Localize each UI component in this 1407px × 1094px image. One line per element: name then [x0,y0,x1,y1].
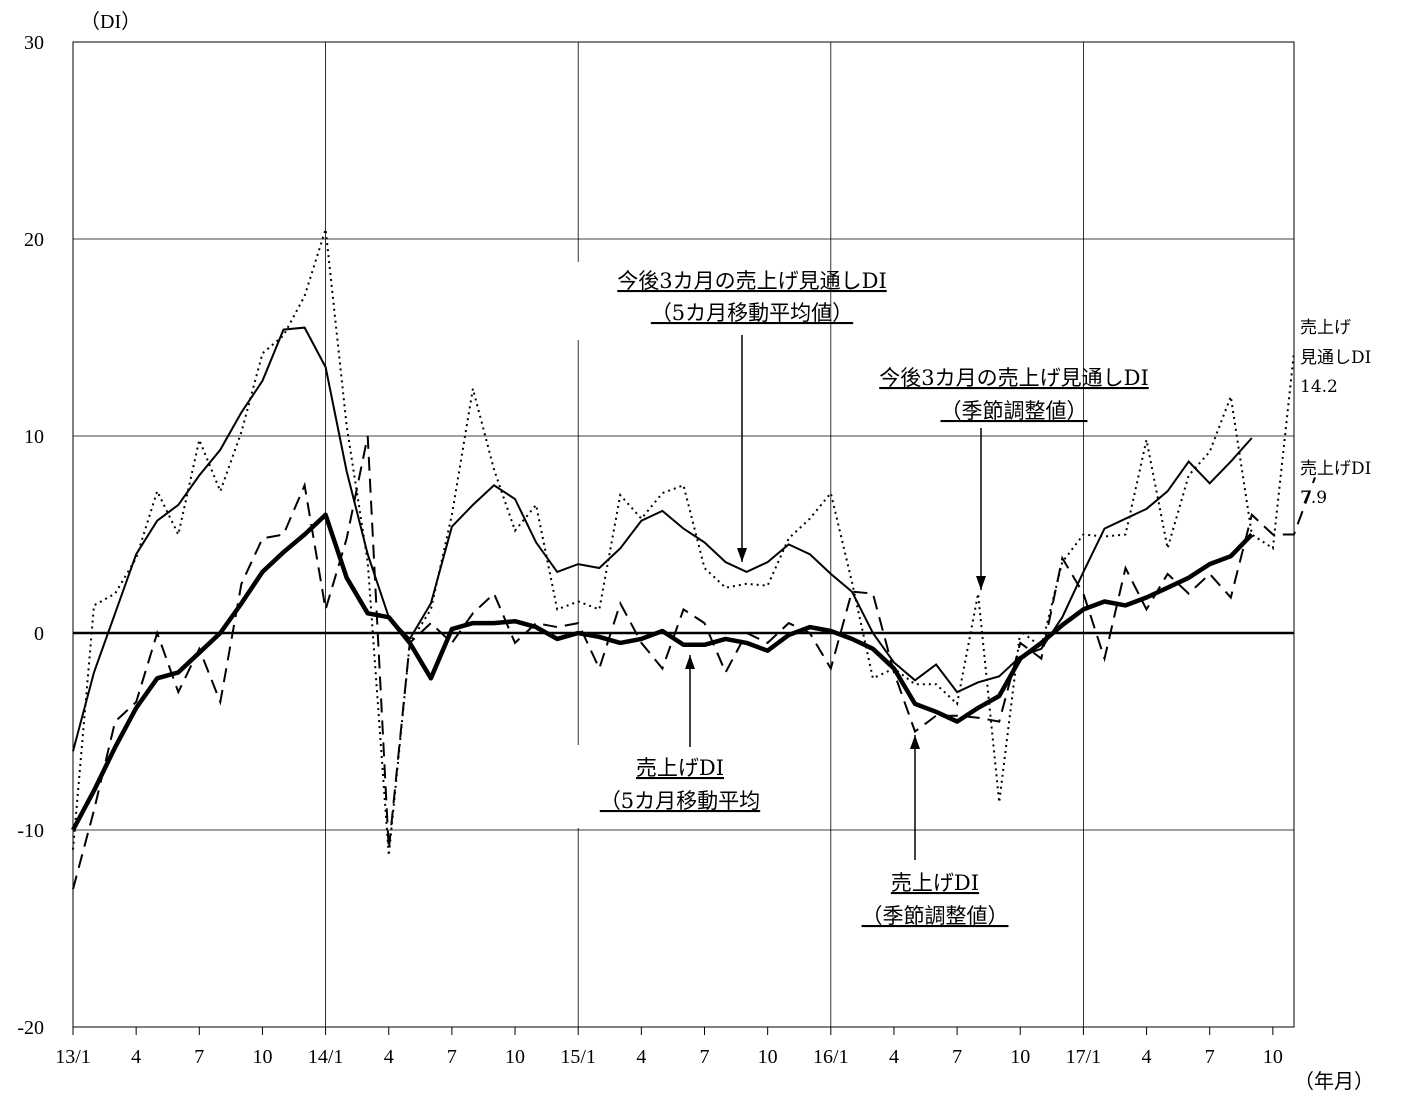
annotation-arrows [685,335,986,860]
annotation-forecast-ma: 今後3カ月の売上げ見通しDI （5カ月移動平均値） [617,269,887,325]
x-tick-label: 10 [252,1046,272,1068]
annotation-sales-sa-line1: 売上げDI [891,871,979,895]
end-label-forecast-line2: 見通しDI [1300,348,1371,368]
series-line-3 [72,435,1316,890]
y-tick-label: -10 [17,820,44,842]
x-tick-label: 7 [447,1046,457,1068]
x-tick-label: 4 [889,1046,899,1068]
y-axis: 30 20 10 0 -10 -20 [17,32,44,1039]
x-tick-label: 4 [636,1046,646,1068]
arrow-forecast-ma [737,335,747,562]
y-tick-label: 0 [34,623,44,645]
x-tick-label: 4 [384,1046,394,1068]
x-axis: 13/1 4 7 10 14/1 4 7 10 15/1 4 7 10 16/1 4 7 10 17/1 4 7 10 [55,1027,1283,1068]
series-line-2 [71,512,1254,832]
x-tick-label: 16/1 [813,1046,849,1068]
x-tick-label: 17/1 [1066,1046,1102,1068]
annotation-forecast-sa-line1: 今後3カ月の売上げ見通しDI [879,366,1149,390]
annotation-forecast-sa-line2: （季節調整値） [941,399,1088,423]
x-tick-label: 7 [1205,1046,1215,1068]
arrow-forecast-ma-head [737,548,747,562]
x-tick-label: 7 [952,1046,962,1068]
annotation-forecast-sa: 今後3カ月の売上げ見通しDI （季節調整値） [879,366,1149,423]
arrow-sales-sa [910,735,920,860]
end-label-forecast-line1: 売上げ [1300,318,1351,338]
x-tick-label: 10 [1010,1046,1030,1068]
arrow-sales-ma-head [685,655,695,669]
x-axis-label: （年月） [1294,1070,1374,1093]
annotation-sales-ma-line2: （5カ月移動平均 [600,789,760,813]
annotation-sales-ma: 売上げDI （5カ月移動平均 [600,756,760,813]
arrow-forecast-sa-head [976,576,986,590]
x-tick-label: 14/1 [308,1046,344,1068]
end-label-sales-value: 7.9 [1300,488,1327,508]
annotation-sales-sa: 売上げDI （季節調整値） [862,871,1009,928]
annotation-sales-ma-line1: 売上げDI [636,756,724,780]
x-tick-label: 7 [700,1046,710,1068]
x-tick-label: 10 [505,1046,525,1068]
x-tick-label: 7 [194,1046,204,1068]
y-tick-label: 30 [24,32,44,54]
x-tick-label: 10 [1263,1046,1283,1068]
arrow-sales-sa-head [910,735,920,749]
arrow-sales-ma [685,655,695,747]
y-axis-label: （DI） [80,10,141,33]
end-label-sales-line1: 売上げDI [1300,459,1371,479]
y-tick-label: 20 [24,229,44,251]
plot-frame [72,41,1295,1028]
series-line-0 [72,326,1253,752]
end-label-sales: 売上げDI 7.9 [1300,459,1371,508]
x-tick-label: 13/1 [55,1046,91,1068]
annotation-forecast-ma-line1: 今後3カ月の売上げ見通しDI [617,269,887,293]
x-tick-label: 4 [1142,1046,1152,1068]
arrow-forecast-sa [976,428,986,590]
series-lines [71,228,1316,890]
end-label-forecast-value: 14.2 [1300,377,1338,397]
x-tick-label: 4 [131,1046,141,1068]
y-tick-label: 10 [24,426,44,448]
grid [72,41,1295,1028]
annotation-forecast-ma-line2: （5カ月移動平均値） [651,301,853,325]
x-tick-label: 15/1 [560,1046,596,1068]
end-label-forecast: 売上げ 見通しDI 14.2 [1300,318,1371,397]
x-tick-label: 10 [758,1046,778,1068]
annotation-sales-sa-line2: （季節調整値） [862,904,1009,928]
y-tick-label: -20 [17,1017,44,1039]
